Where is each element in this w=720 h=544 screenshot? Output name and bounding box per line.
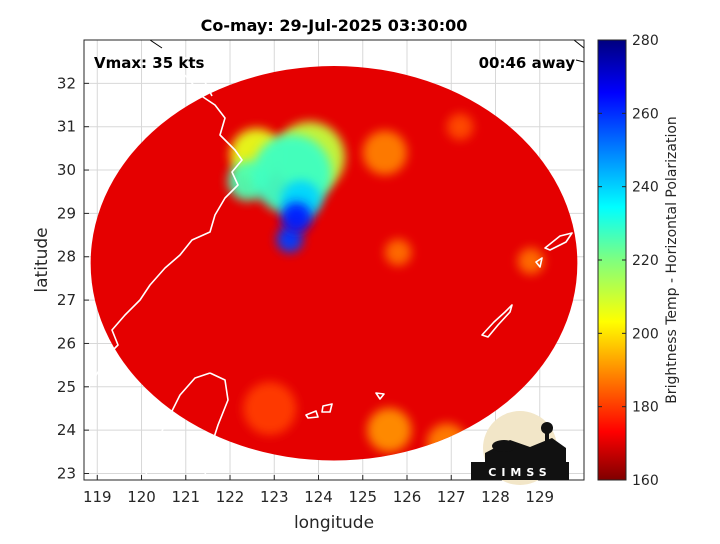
x-tick-label: 127 [437,488,466,506]
y-tick-label: 32 [57,74,76,92]
brightness-feature [446,113,474,140]
coastline-taiwan [144,372,229,480]
x-axis-label: longitude [294,513,374,533]
colorbar-label: Brightness Temp - Horizontal Polarizatio… [664,116,680,404]
y-tick-label: 30 [57,161,76,179]
brightness-feature [384,239,412,266]
y-tick-label: 25 [57,378,76,396]
logo-text: CIMSS [488,466,551,479]
colorbar-tick-label: 160 [632,473,659,489]
y-axis-label: latitude [32,227,52,292]
y-tick-label: 29 [57,204,76,222]
x-tick-label: 125 [348,488,377,506]
y-tick-label: 28 [57,248,76,266]
x-tick-label: 121 [171,488,200,506]
swath-background [90,66,578,461]
brightness-features [227,113,545,461]
y-tick-label: 24 [57,421,76,439]
x-tick-label: 128 [481,488,510,506]
x-tick-label: 122 [216,488,245,506]
coastline-amami [544,232,573,251]
outside-coastlines [149,40,584,63]
y-ticks: 23 24 25 26 27 28 29 30 31 32 [57,74,89,482]
y-tick-label: 23 [57,464,76,482]
brightness-feature [243,381,297,436]
brightness-feature [280,202,312,234]
colorbar-tick-label: 200 [632,326,659,342]
x-ticks: 119 120 121 122 123 124 125 126 127 128 129 [83,475,554,506]
coastlines [85,40,573,480]
x-tick-label: 120 [127,488,156,506]
cimss-logo: CIMSS [471,411,569,485]
colorbar-tick-label: 220 [632,253,659,269]
coastline-china-inner [175,40,213,97]
y-tick-label: 26 [57,334,76,352]
brightness-feature [362,130,408,175]
colorbar [597,39,627,481]
y-tick-label: 27 [57,291,76,309]
axes-box [83,39,585,481]
x-tick-label: 126 [393,488,422,506]
time-away-annotation: 00:46 away [479,54,576,72]
coastline-china [85,40,243,393]
colorbar-tick-label: 180 [632,400,659,416]
chart-title: Co-may: 29-Jul-2025 03:30:00 [201,16,468,35]
colorbar-tick-label: 240 [632,180,659,196]
brightness-feature [367,408,412,453]
coastline-okinawa [481,304,513,338]
x-tick-label: 123 [260,488,289,506]
colorbar-tick-label: 280 [632,33,659,49]
y-tick-label: 31 [57,118,76,136]
vmax-annotation: Vmax: 35 kts [94,54,204,72]
x-tick-label: 119 [83,488,112,506]
coastline-islands [305,257,543,419]
brightness-feature [517,247,545,275]
x-tick-label: 129 [525,488,554,506]
x-tick-label: 124 [304,488,333,506]
colorbar-ticks: 160 180 200 220 240 260 280 [598,33,659,489]
colorbar-tick-label: 260 [632,106,659,122]
